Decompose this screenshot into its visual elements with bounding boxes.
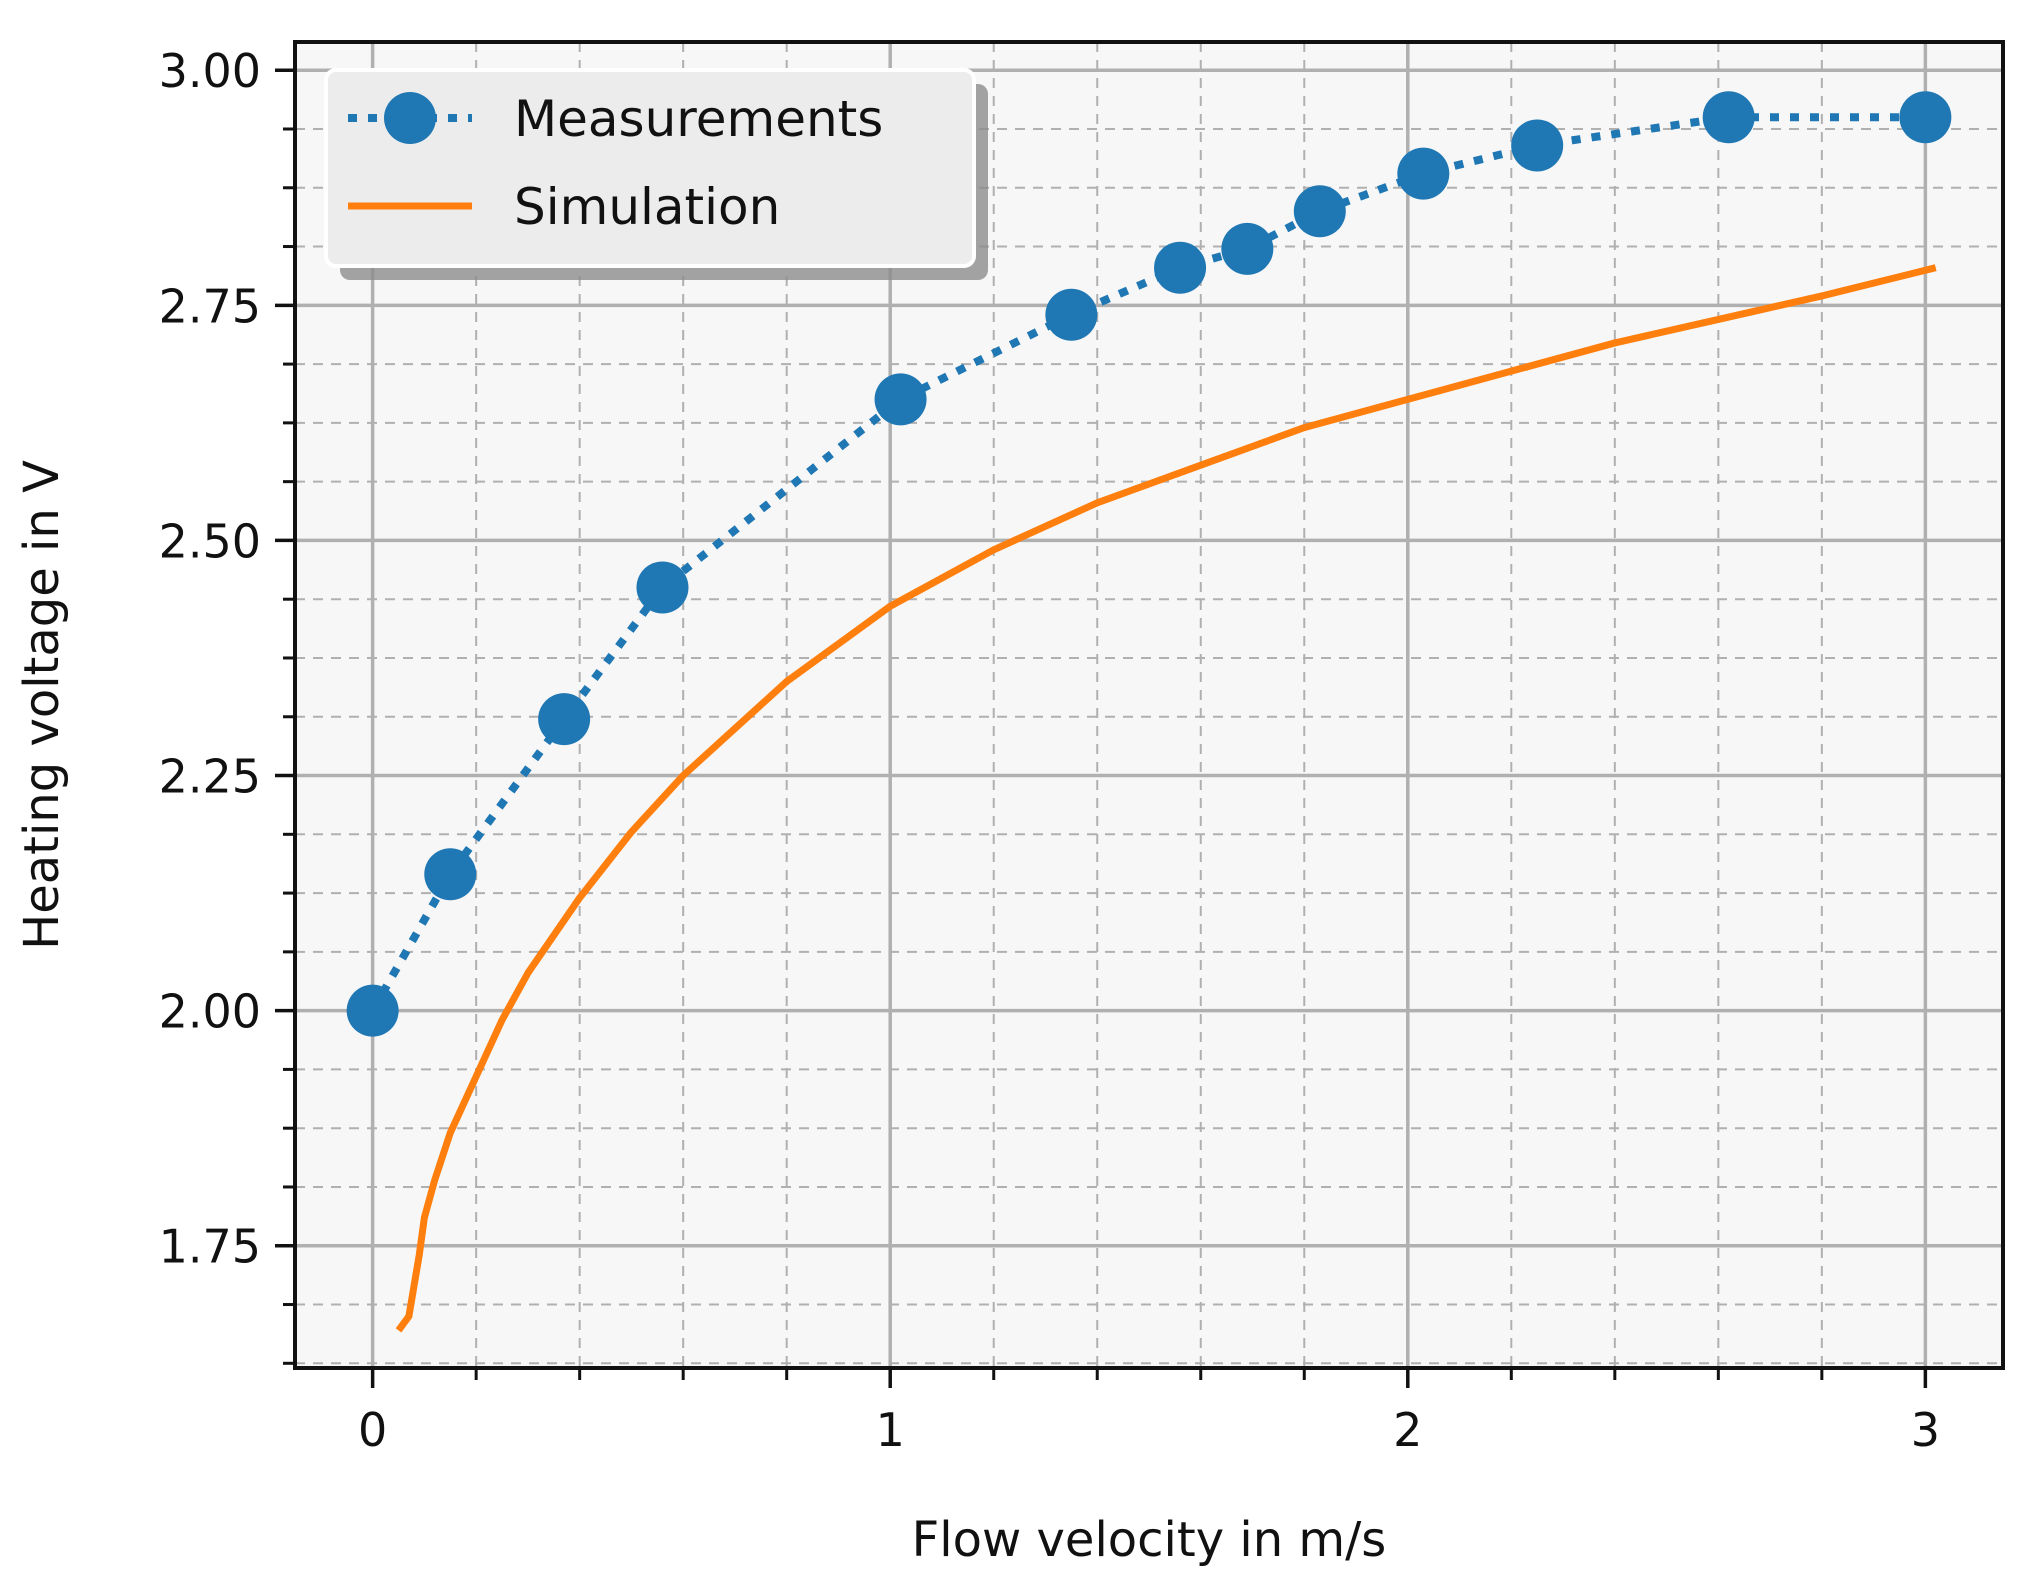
x-axis-label: Flow velocity in m/s <box>912 1512 1387 1568</box>
legend-measurements-label: Measurements <box>514 90 883 148</box>
legend-box <box>324 68 976 268</box>
simulation-line <box>395 264 1937 1333</box>
measurement-point <box>538 693 591 746</box>
y-axis-label: Heating voltage in V <box>14 460 70 950</box>
legend-simulation-label: Simulation <box>514 178 780 236</box>
measurement-point <box>1702 91 1755 144</box>
measurement-point <box>1899 91 1952 144</box>
y-tick-label: 2.00 <box>159 985 261 1039</box>
y-tick-label: 2.50 <box>159 514 261 568</box>
y-tick-label: 2.75 <box>159 279 261 333</box>
tick-labels: 0 1 2 3 1.75 2.00 2.25 2.50 2.75 3.00 <box>159 44 1940 1457</box>
measurement-point <box>424 848 477 901</box>
x-tick-label: 1 <box>876 1403 905 1457</box>
measurement-point <box>346 984 399 1037</box>
measurement-point <box>636 561 689 614</box>
ticks <box>275 68 1928 1388</box>
x-tick-label: 0 <box>358 1403 387 1457</box>
axes-frame <box>293 40 2005 1370</box>
legend-measurements-marker <box>384 92 436 144</box>
y-tick-label: 3.00 <box>159 44 261 98</box>
legend: Measurements Simulation <box>324 68 988 280</box>
x-tick-label: 2 <box>1393 1403 1422 1457</box>
measurement-point <box>874 373 927 426</box>
y-tick-label: 2.25 <box>159 750 261 804</box>
measurement-point <box>1511 119 1564 172</box>
series-layer <box>346 91 1952 1333</box>
y-tick-label: 1.75 <box>159 1220 261 1274</box>
measurement-point <box>1221 222 1274 275</box>
measurement-point <box>1154 241 1207 294</box>
measurement-point <box>1045 288 1098 341</box>
x-tick-label: 3 <box>1911 1403 1940 1457</box>
measurement-point <box>1397 147 1450 200</box>
measurement-point <box>1293 185 1346 238</box>
